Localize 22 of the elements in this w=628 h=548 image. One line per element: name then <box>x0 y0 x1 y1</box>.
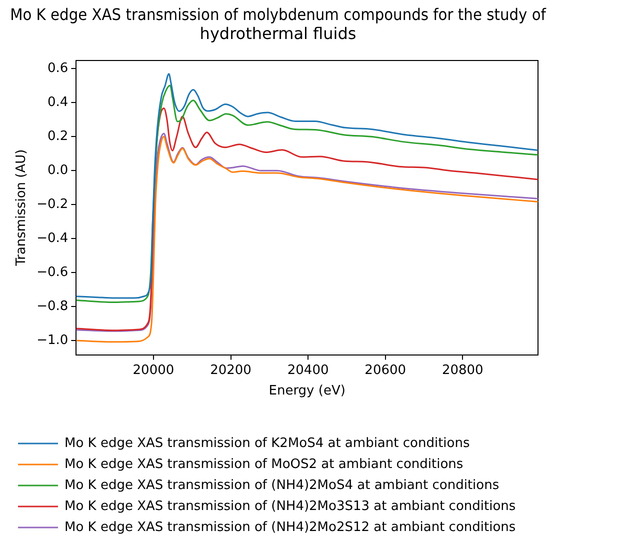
y-tick-label: 0.4 <box>47 95 68 110</box>
y-tick-label: −0.6 <box>36 264 68 280</box>
y-tick-label: −1.0 <box>36 332 68 348</box>
y-tick-label: −0.2 <box>36 197 68 212</box>
y-tick-label: 0.2 <box>47 129 68 144</box>
y-tick-label: −0.4 <box>36 230 68 246</box>
chart-title: Mo K edge XAS transmission of molybdenum compounds for the study of hydrothermal fluids <box>10 5 546 43</box>
x-tick-label: 20800 <box>442 362 484 378</box>
x-tick-label: 20600 <box>364 362 406 378</box>
x-tick-label: 20000 <box>132 362 174 378</box>
legend-label: Mo K edge XAS transmission of K2MoS4 at ambiant conditions <box>64 436 470 451</box>
y-tick-label: 0.6 <box>47 61 68 76</box>
y-tick-label: −0.8 <box>36 298 68 314</box>
legend-label: Mo K edge XAS transmission of (NH4)2Mo2S12 at ambiant conditions <box>64 520 516 535</box>
y-tick-label: 0.0 <box>47 163 68 178</box>
x-axis-title: Energy (eV) <box>268 384 346 399</box>
legend-label: Mo K edge XAS transmission of MoOS2 at ambiant conditions <box>64 456 464 472</box>
y-axis-title: Transmission (AU) <box>14 149 30 267</box>
legend-label: Mo K edge XAS transmission of (NH4)2MoS4 at ambiant conditions <box>64 478 500 493</box>
legend-label: Mo K edge XAS transmission of (NH4)2Mo3S13 at ambiant conditions <box>64 498 516 514</box>
x-tick-label: 20200 <box>210 362 252 378</box>
x-tick-label: 20400 <box>287 362 329 378</box>
